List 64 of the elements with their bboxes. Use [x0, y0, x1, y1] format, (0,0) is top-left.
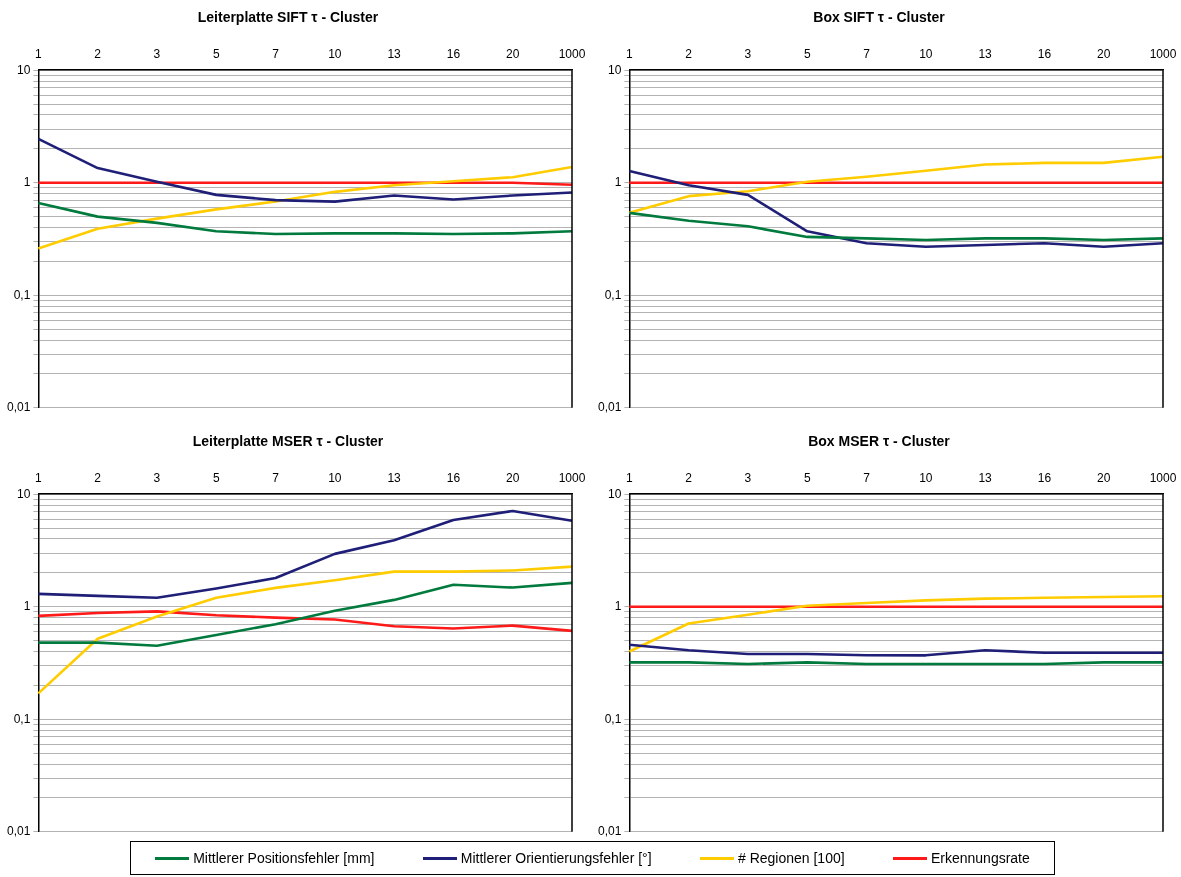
y-tick-label: 10 — [608, 62, 622, 77]
x-tick-label: 1000 — [558, 471, 586, 486]
legend-label: # Regionen [100] — [737, 850, 845, 866]
y-tick-label: 0,01 — [598, 824, 622, 839]
x-tick-label: 16 — [446, 471, 461, 486]
x-tick-label: 20 — [506, 47, 520, 62]
y-tick-label: 0,01 — [7, 824, 31, 839]
y-tick-label: 1 — [614, 599, 622, 614]
x-tick-label: 13 — [978, 471, 993, 486]
legend-label: Erkennungsrate — [930, 850, 1030, 866]
x-tick-label: 20 — [506, 471, 520, 486]
y-tick-label: 10 — [17, 62, 31, 77]
x-tick-label: 10 — [919, 47, 933, 62]
x-tick-label: 1 — [35, 471, 43, 486]
x-tick-label: 1000 — [1149, 471, 1177, 486]
y-tick-label: 0,01 — [7, 400, 31, 415]
x-tick-label: 2 — [685, 47, 693, 62]
x-tick-label: 13 — [978, 47, 993, 62]
y-tick-label: 0,1 — [604, 287, 622, 302]
x-tick-label: 2 — [94, 47, 102, 62]
x-tick-label: 3 — [153, 471, 161, 486]
x-tick-label: 1000 — [558, 47, 586, 62]
y-tick-label: 10 — [608, 486, 622, 501]
x-tick-label: 16 — [1037, 471, 1052, 486]
y-tick-label: 1 — [614, 175, 622, 190]
y-tick-label: 1 — [23, 175, 31, 190]
y-tick-label: 0,1 — [13, 287, 31, 302]
x-tick-label: 7 — [272, 47, 280, 62]
x-tick-label: 5 — [212, 47, 220, 62]
y-tick-label: 0,1 — [13, 711, 31, 726]
legend-label: Mittlerer Positionsfehler [mm] — [193, 850, 375, 866]
x-tick-label: 1 — [626, 471, 634, 486]
x-tick-label: 2 — [94, 471, 102, 486]
chart-title: Box MSER τ - Cluster — [808, 433, 951, 450]
x-tick-label: 7 — [272, 471, 280, 486]
x-tick-label: 10 — [919, 471, 933, 486]
x-tick-label: 5 — [212, 471, 220, 486]
x-tick-label: 13 — [387, 471, 402, 486]
chart-title: Leiterplatte SIFT τ - Cluster — [197, 9, 379, 26]
x-tick-label: 20 — [1097, 471, 1111, 486]
chart-title: Box SIFT τ - Cluster — [813, 9, 946, 26]
chart-title: Leiterplatte MSER τ - Cluster — [192, 433, 384, 450]
x-tick-label: 16 — [446, 47, 461, 62]
y-tick-label: 0,01 — [598, 400, 622, 415]
legend-label: Mittlerer Orientierungsfehler [°] — [460, 850, 652, 866]
y-tick-label: 0,1 — [604, 711, 622, 726]
x-tick-label: 3 — [153, 47, 161, 62]
x-tick-label: 5 — [803, 47, 811, 62]
x-tick-label: 10 — [328, 47, 342, 62]
x-tick-label: 1 — [626, 47, 634, 62]
x-tick-label: 1 — [35, 47, 43, 62]
x-tick-label: 2 — [685, 471, 693, 486]
x-tick-label: 7 — [863, 47, 871, 62]
x-tick-label: 20 — [1097, 47, 1111, 62]
x-tick-label: 10 — [328, 471, 342, 486]
x-tick-label: 3 — [744, 47, 752, 62]
x-tick-label: 16 — [1037, 47, 1052, 62]
y-tick-label: 1 — [23, 599, 31, 614]
x-tick-label: 3 — [744, 471, 752, 486]
x-tick-label: 5 — [803, 471, 811, 486]
x-tick-label: 13 — [387, 47, 402, 62]
y-tick-label: 10 — [17, 486, 31, 501]
x-tick-label: 7 — [863, 471, 871, 486]
x-tick-label: 1000 — [1149, 47, 1177, 62]
